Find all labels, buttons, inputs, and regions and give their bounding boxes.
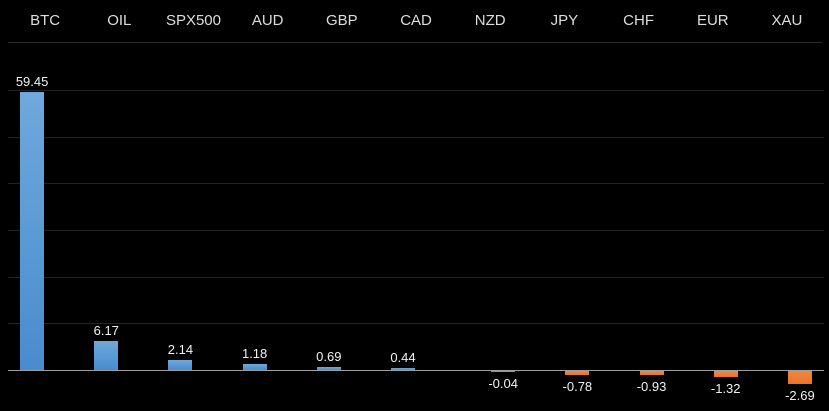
gridline-40 xyxy=(8,183,824,185)
category-label-nzd: NZD xyxy=(474,12,506,29)
value-label-aud: 1.18 xyxy=(241,346,268,362)
category-label-gbp: GBP xyxy=(326,12,358,29)
bar-gbp xyxy=(316,366,341,370)
category-label-aud: AUD xyxy=(251,12,284,29)
value-label-spx500: 2.14 xyxy=(167,342,194,357)
value-label-jpy: -0.78 xyxy=(562,378,593,394)
bar-oil xyxy=(94,341,119,370)
category-label-cad: CAD xyxy=(400,12,432,29)
bar-jpy xyxy=(565,371,590,375)
bar-nzd xyxy=(491,371,516,372)
gridline-30 xyxy=(8,229,824,231)
zero-axis-line xyxy=(8,370,824,371)
category-label-oil: OIL xyxy=(107,12,132,29)
category-label-chf: CHF xyxy=(623,12,654,29)
value-label-nzd: -0.04 xyxy=(488,375,518,391)
value-label-eur: -1.32 xyxy=(710,381,741,397)
bar-chf xyxy=(639,371,664,376)
value-label-btc: 59.45 xyxy=(15,74,49,90)
gridline-50 xyxy=(8,136,824,138)
header-divider xyxy=(8,42,822,43)
category-label-jpy: JPY xyxy=(550,12,579,29)
bar-xau xyxy=(787,371,812,384)
bar-cad xyxy=(391,367,415,370)
gridline-10 xyxy=(8,323,824,325)
bar-spx500 xyxy=(168,360,193,370)
bar-aud xyxy=(242,364,267,370)
value-label-oil: 6.17 xyxy=(93,323,119,339)
value-label-chf: -0.93 xyxy=(636,379,667,395)
gridline-20 xyxy=(8,276,824,278)
gridline-60 xyxy=(8,89,824,91)
category-label-spx500: SPX500 xyxy=(165,12,221,29)
bar-eur xyxy=(713,371,738,378)
category-label-btc: BTC xyxy=(30,12,61,29)
category-label-xau: XAU xyxy=(771,12,803,29)
value-label-xau: -2.69 xyxy=(785,387,815,403)
value-label-gbp: 0.69 xyxy=(316,348,342,364)
category-header-row: BTC OIL SPX500 AUD GBP CAD NZD JPY CHF EUR XAU xyxy=(8,8,824,33)
value-label-cad: 0.44 xyxy=(390,349,416,365)
bar-btc xyxy=(20,92,45,370)
category-label-eur: EUR xyxy=(696,12,729,29)
